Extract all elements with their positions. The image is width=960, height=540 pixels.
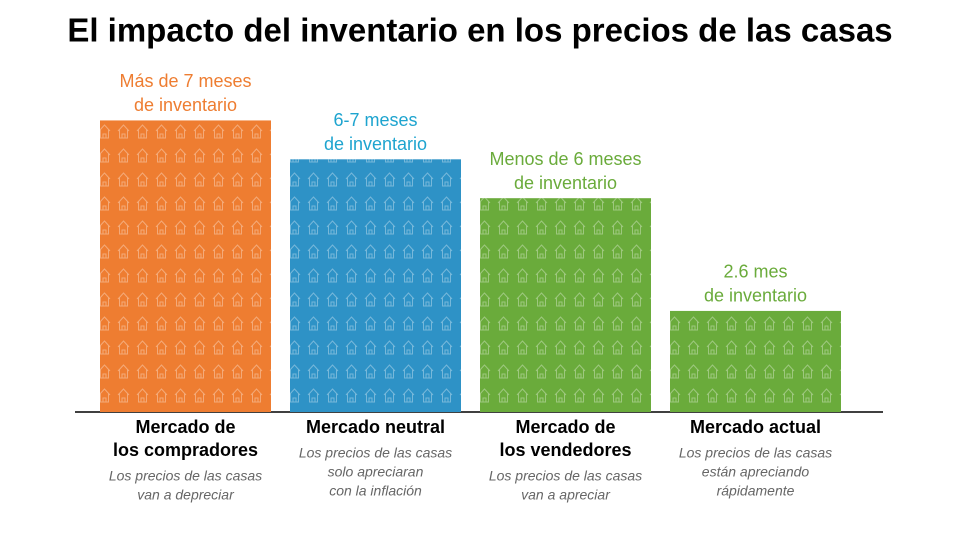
value-label: 2.6 mes <box>723 262 787 282</box>
category-label: los compradores <box>113 440 258 460</box>
category-label: Mercado de <box>515 417 615 437</box>
category-note: van a apreciar <box>521 487 611 503</box>
value-label: Más de 7 meses <box>119 71 251 91</box>
category-note: Los precios de las casas <box>109 468 262 484</box>
chart-title: El impacto del inventario en los precios… <box>67 12 892 49</box>
value-label: de inventario <box>134 95 237 115</box>
bar-pattern <box>480 198 651 412</box>
category-label: Mercado de <box>135 417 235 437</box>
value-label: de inventario <box>704 286 807 306</box>
bar-pattern <box>100 120 271 412</box>
category-label: Mercado actual <box>690 417 821 437</box>
category-note: solo apreciaran <box>328 464 424 480</box>
category-note: están apreciando <box>702 464 810 480</box>
bar-pattern <box>290 159 461 412</box>
value-label: de inventario <box>514 173 617 193</box>
category-note: Los precios de las casas <box>489 468 642 484</box>
bar-pattern <box>670 310 841 412</box>
category-label: los vendedores <box>499 440 631 460</box>
category-note: van a depreciar <box>137 487 235 503</box>
category-note: con la inflación <box>329 483 422 499</box>
value-label: de inventario <box>324 134 427 154</box>
value-label: Menos de 6 meses <box>489 149 641 169</box>
category-note: Los precios de las casas <box>299 445 452 461</box>
category-label: Mercado neutral <box>306 417 445 437</box>
category-note: rápidamente <box>717 483 795 499</box>
value-label: 6-7 meses <box>333 110 417 130</box>
category-note: Los precios de las casas <box>679 445 832 461</box>
